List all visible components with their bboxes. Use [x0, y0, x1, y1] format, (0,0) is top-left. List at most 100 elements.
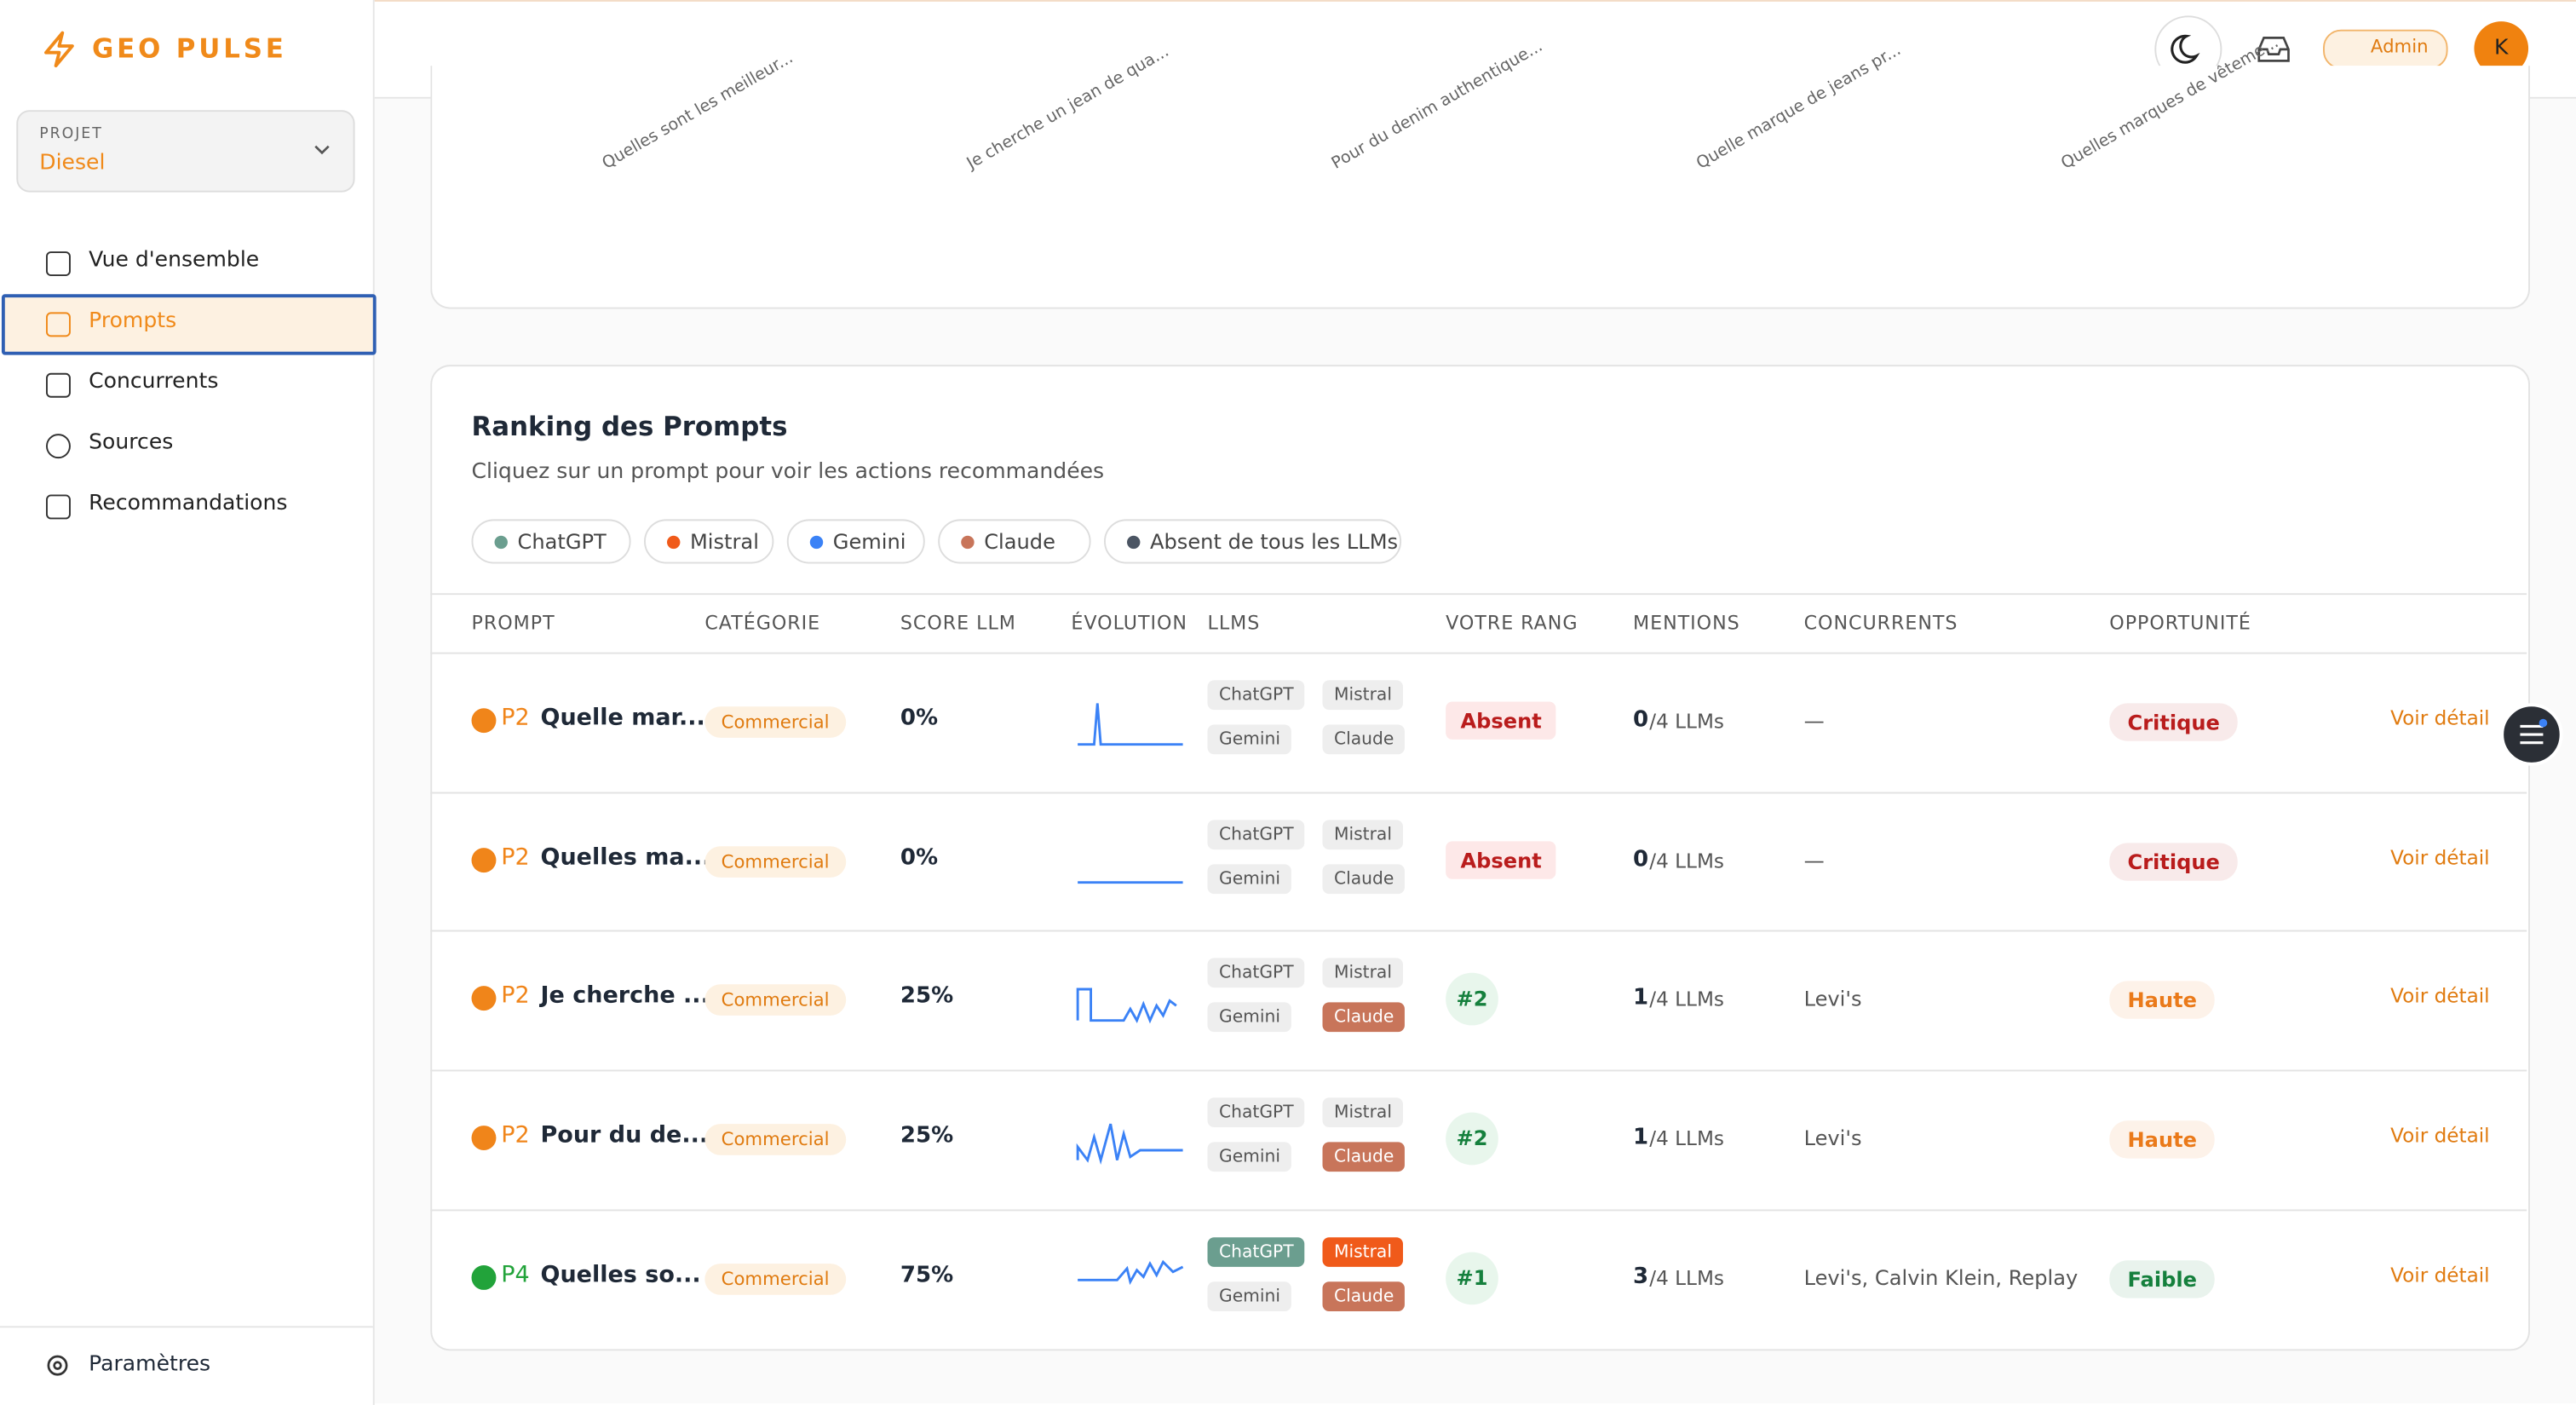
- prompt[interactable]: Quelles so...: [540, 1261, 701, 1288]
- nav-active-bg: [1, 294, 377, 355]
- score: 25%: [900, 1122, 954, 1149]
- llm-chip: Claude: [1322, 1281, 1406, 1311]
- prompt[interactable]: Quelles ma...: [540, 844, 711, 871]
- opportunity: Haute: [2109, 1120, 2216, 1159]
- category: Commercial: [704, 984, 846, 1016]
- role: Admin: [2370, 36, 2429, 58]
- settings[interactable]: Paramètres: [89, 1352, 211, 1378]
- role-badge: [2322, 29, 2448, 69]
- column-header: MENTIONS: [1632, 611, 1740, 635]
- filter-dot: [494, 535, 508, 550]
- view-detail[interactable]: Voir détail: [2390, 845, 2490, 869]
- llm-chip: ChatGPT: [1207, 1097, 1306, 1128]
- project-name: Diesel: [39, 151, 106, 176]
- score: 75%: [900, 1261, 954, 1288]
- view-detail[interactable]: Voir détail: [2390, 984, 2490, 1008]
- filter-dot: [1126, 535, 1141, 550]
- filter-label[interactable]: Absent de tous les LLMs: [1149, 528, 1399, 554]
- competitors: Levi's: [1803, 986, 1862, 1011]
- rank: #1: [1446, 1252, 1498, 1304]
- filter-label[interactable]: Mistral: [689, 528, 759, 554]
- view-detail[interactable]: Voir détail: [2390, 1124, 2490, 1148]
- nav-icon: [45, 494, 71, 520]
- column-header: CONCURRENTS: [1803, 611, 1958, 635]
- category: Commercial: [704, 706, 846, 738]
- llm-chip: Claude: [1322, 1142, 1406, 1172]
- llm-chip: Mistral: [1322, 1097, 1404, 1128]
- logo: GEO PULSE: [91, 32, 287, 65]
- mentions: 1: [1632, 984, 1649, 1011]
- sparklines: [1076, 703, 1184, 1286]
- priority-dot: [471, 1126, 497, 1151]
- divider: [0, 1326, 373, 1328]
- llm-chip: Mistral: [1322, 819, 1404, 849]
- mentions-of: /4 LLMs: [1649, 988, 1724, 1011]
- priority-dot: [471, 708, 497, 734]
- priority: P2: [501, 983, 530, 1010]
- llm-chip: Claude: [1322, 724, 1406, 755]
- floating-menu[interactable]: [2498, 701, 2564, 767]
- filter-label[interactable]: Gemini: [832, 528, 906, 554]
- nav-icon: [45, 251, 71, 276]
- mentions: 0: [1632, 706, 1649, 734]
- nav-icon: [45, 312, 71, 337]
- priority: P2: [501, 1122, 530, 1149]
- divider: [430, 593, 2527, 596]
- view-detail[interactable]: Voir détail: [2390, 1263, 2490, 1287]
- filter-chip[interactable]: [1103, 519, 1402, 564]
- category: Commercial: [704, 845, 846, 878]
- row-divider: [430, 652, 2527, 654]
- llm-chip: ChatGPT: [1207, 819, 1306, 849]
- filter-chip[interactable]: [786, 519, 925, 564]
- prompt[interactable]: Pour du de...: [540, 1122, 709, 1149]
- opportunity: Critique: [2109, 842, 2239, 881]
- rank: #2: [1446, 1112, 1498, 1166]
- llm-chip: Mistral: [1322, 680, 1404, 711]
- competitors: Levi's: [1803, 1126, 1862, 1151]
- prompt[interactable]: Je cherche ...: [540, 983, 710, 1010]
- competitors: —: [1803, 847, 1825, 872]
- nav-item[interactable]: Prompts: [89, 308, 177, 334]
- llm-chip: ChatGPT: [1207, 959, 1306, 988]
- filter-dot: [961, 535, 975, 550]
- project-label: PROJET: [39, 126, 103, 143]
- column-header: OPPORTUNITÉ: [2109, 611, 2251, 635]
- view-detail[interactable]: Voir détail: [2390, 706, 2490, 730]
- nav-icon: [45, 372, 71, 398]
- llm-chip: Gemini: [1207, 863, 1292, 894]
- inbox[interactable]: [2256, 33, 2291, 66]
- row-divider: [430, 930, 2527, 933]
- row-divider: [430, 1069, 2527, 1072]
- opportunity: Faible: [2109, 1259, 2216, 1298]
- mentions-of: /4 LLMs: [1649, 710, 1724, 734]
- column-header: PROMPT: [471, 611, 555, 635]
- llm-chip: Mistral: [1322, 1236, 1404, 1267]
- filter-label[interactable]: ChatGPT: [517, 528, 607, 554]
- mentions-of: /4 LLMs: [1649, 1266, 1724, 1290]
- column-header: CATÉGORIE: [704, 611, 821, 635]
- nav-item[interactable]: Concurrents: [89, 369, 219, 394]
- nav-item[interactable]: Recommandations: [89, 491, 288, 516]
- nav-item[interactable]: Sources: [89, 430, 174, 456]
- filter-chip[interactable]: [471, 519, 631, 564]
- llm-chip: Claude: [1322, 1003, 1406, 1033]
- filter-chip[interactable]: [938, 519, 1091, 564]
- row-divider: [430, 1209, 2527, 1211]
- priority-dot: [471, 847, 497, 872]
- filter-label[interactable]: Claude: [984, 528, 1055, 554]
- column-header: SCORE LLM: [900, 611, 1016, 635]
- filter-dot: [666, 535, 681, 550]
- nav-item[interactable]: Vue d'ensemble: [89, 248, 260, 274]
- llm-chip: Gemini: [1207, 724, 1292, 755]
- column-header: LLMS: [1207, 611, 1261, 635]
- opportunity: Critique: [2109, 703, 2239, 741]
- category: Commercial: [704, 1263, 846, 1295]
- llm-chip: Gemini: [1207, 1142, 1292, 1172]
- project-select[interactable]: [16, 110, 355, 193]
- prompt[interactable]: Quelle mar...: [540, 705, 705, 732]
- filter-chip[interactable]: [643, 519, 774, 564]
- ranking-title: Ranking des Prompts: [471, 411, 788, 442]
- priority-dot: [471, 1264, 497, 1290]
- priority: P2: [501, 705, 530, 732]
